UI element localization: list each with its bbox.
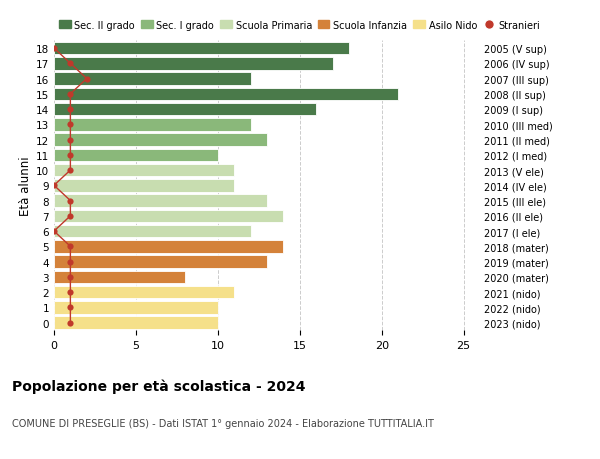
Point — [65, 289, 75, 296]
Bar — [54, 256, 267, 268]
Point — [65, 304, 75, 311]
Bar — [54, 225, 251, 238]
Point — [65, 91, 75, 98]
Bar — [54, 119, 251, 131]
Bar — [54, 104, 316, 116]
Point — [65, 243, 75, 251]
Bar — [54, 58, 332, 70]
Point — [65, 121, 75, 129]
Point — [82, 76, 92, 83]
Bar — [54, 271, 185, 284]
Point — [49, 182, 59, 190]
Bar — [54, 210, 283, 223]
Bar — [54, 88, 398, 101]
Point — [65, 152, 75, 159]
Bar — [54, 149, 218, 162]
Point — [65, 274, 75, 281]
Point — [65, 137, 75, 144]
Bar — [54, 179, 234, 192]
Bar — [54, 317, 218, 329]
Point — [65, 197, 75, 205]
Bar — [54, 195, 267, 207]
Point — [49, 45, 59, 53]
Point — [65, 167, 75, 174]
Bar — [54, 286, 234, 299]
Text: COMUNE DI PRESEGLIE (BS) - Dati ISTAT 1° gennaio 2024 - Elaborazione TUTTITALIA.: COMUNE DI PRESEGLIE (BS) - Dati ISTAT 1°… — [12, 418, 434, 428]
Y-axis label: Età alunni: Età alunni — [19, 156, 32, 216]
Bar — [54, 134, 267, 146]
Legend: Sec. II grado, Sec. I grado, Scuola Primaria, Scuola Infanzia, Asilo Nido, Stran: Sec. II grado, Sec. I grado, Scuola Prim… — [59, 21, 540, 31]
Bar — [54, 302, 218, 314]
Point — [65, 258, 75, 266]
Point — [49, 228, 59, 235]
Bar — [54, 164, 234, 177]
Text: Popolazione per età scolastica - 2024: Popolazione per età scolastica - 2024 — [12, 379, 305, 393]
Bar — [54, 241, 283, 253]
Point — [65, 319, 75, 326]
Point — [65, 106, 75, 113]
Bar — [54, 43, 349, 55]
Bar — [54, 73, 251, 85]
Point — [65, 61, 75, 68]
Point — [65, 213, 75, 220]
